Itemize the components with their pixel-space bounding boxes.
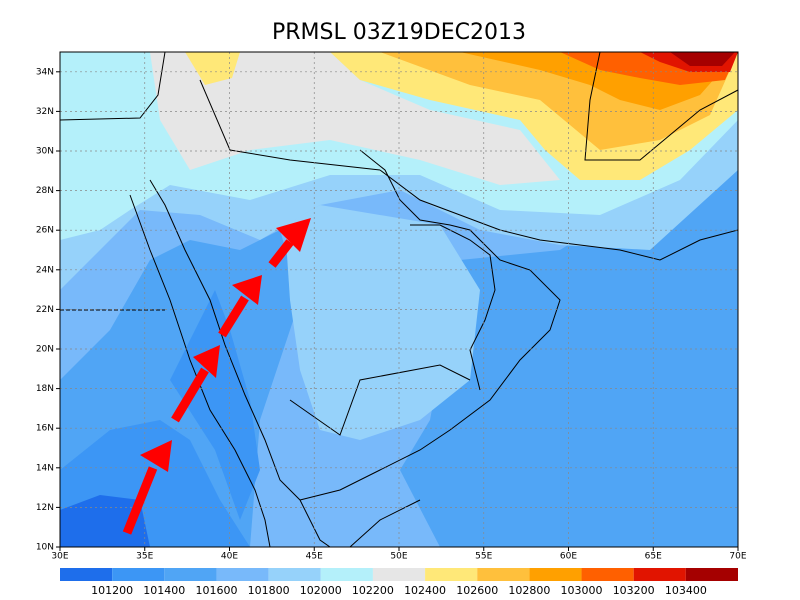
arrow xyxy=(218,295,249,338)
colorbar-swatch xyxy=(633,568,686,581)
colorbar-label: 102200 xyxy=(352,584,394,597)
map-frame xyxy=(59,51,739,548)
coastline xyxy=(299,149,561,501)
arrow xyxy=(268,239,294,268)
lon-tick-label: 50E xyxy=(390,552,407,562)
coastline xyxy=(410,224,496,391)
colorbar-label: 103400 xyxy=(665,584,707,597)
lon-tick-label: 55E xyxy=(475,552,492,562)
field-fill xyxy=(285,205,480,440)
colorbar-label: 102600 xyxy=(456,584,498,597)
border xyxy=(199,79,381,171)
lat-tick-label: 34N xyxy=(36,67,54,77)
coastline xyxy=(129,194,271,547)
arrow-head xyxy=(276,218,311,252)
coastline xyxy=(299,499,331,547)
lat-tick-label: 26N xyxy=(36,226,54,236)
arrow xyxy=(122,466,158,535)
colorbar-swatch xyxy=(164,568,217,581)
colorbar-swatch xyxy=(320,568,373,581)
field-fill xyxy=(170,290,260,520)
lat-tick-label: 24N xyxy=(36,265,54,275)
arrow-head xyxy=(232,275,262,305)
lat-tick-label: 14N xyxy=(36,463,54,473)
colorbar-swatch xyxy=(372,568,426,581)
colorbar-label: 103000 xyxy=(561,584,603,597)
lat-tick-label: 12N xyxy=(36,503,54,513)
colorbar-swatch xyxy=(268,568,321,581)
graticule xyxy=(56,52,739,551)
field-fill xyxy=(185,52,240,85)
lat-tick-label: 10N xyxy=(36,543,54,553)
lat-tick-label: 22N xyxy=(36,305,54,315)
colorbar-label: 101600 xyxy=(195,584,237,597)
colorbar-label: 101400 xyxy=(143,584,185,597)
lon-tick-label: 40E xyxy=(221,552,238,562)
colorbar-swatch xyxy=(477,568,530,581)
field-fill xyxy=(60,495,150,547)
arrow-head xyxy=(193,345,220,378)
colorbar-swatch xyxy=(112,568,165,581)
coastline xyxy=(349,499,421,547)
colorbar-swatch xyxy=(60,568,113,581)
arrow xyxy=(171,367,209,423)
arrow-head xyxy=(140,440,172,472)
field-fill xyxy=(670,52,735,66)
colorbar-label: 102400 xyxy=(404,584,446,597)
coastline xyxy=(149,179,301,501)
lon-tick-label: 35E xyxy=(136,552,153,562)
lon-tick-label: 60E xyxy=(560,552,577,562)
colorbar-swatch xyxy=(685,568,738,581)
field-fill xyxy=(150,52,560,185)
colorbar-label: 102000 xyxy=(300,584,342,597)
colorbar-label: 101800 xyxy=(248,584,290,597)
border xyxy=(584,52,738,161)
colorbar: 101200 101400 101600 101800 102000 102200 1024… xyxy=(60,568,738,597)
colorbar-swatch xyxy=(581,568,634,581)
lat-tick-label: 30N xyxy=(36,147,54,157)
lat-tick-label: 20N xyxy=(36,345,54,355)
lon-tick-label: 45E xyxy=(306,552,323,562)
map-title: PRMSL 03Z19DEC2013 xyxy=(272,20,526,45)
border xyxy=(289,364,471,436)
lon-tick-label: 30E xyxy=(51,552,68,562)
colorbar-swatch xyxy=(216,568,269,581)
lon-tick-label: 70E xyxy=(729,552,746,562)
flow-arrows xyxy=(122,218,311,535)
colorbar-label: 102800 xyxy=(508,584,550,597)
colorbar-swatch xyxy=(529,568,582,581)
coastlines xyxy=(60,52,738,547)
lon-tick-label: 65E xyxy=(645,552,662,562)
lat-tick-label: 16N xyxy=(36,424,54,434)
lat-tick-label: 28N xyxy=(36,186,54,196)
colorbar-swatch xyxy=(425,568,478,581)
coastline xyxy=(379,169,738,261)
lat-tick-label: 32N xyxy=(36,107,54,117)
coastline xyxy=(60,52,166,121)
lat-tick-label: 18N xyxy=(36,384,54,394)
colorbar-label: 101200 xyxy=(91,584,133,597)
colorbar-label: 103200 xyxy=(613,584,655,597)
